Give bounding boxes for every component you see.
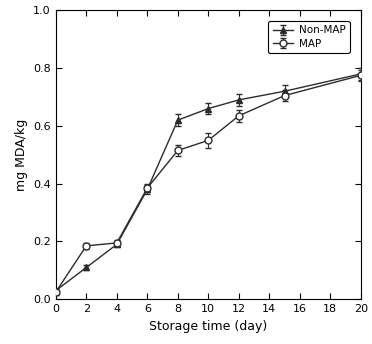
Y-axis label: mg MDA/kg: mg MDA/kg xyxy=(15,119,28,191)
Legend: Non-MAP, MAP: Non-MAP, MAP xyxy=(269,21,350,53)
X-axis label: Storage time (day): Storage time (day) xyxy=(149,320,267,333)
